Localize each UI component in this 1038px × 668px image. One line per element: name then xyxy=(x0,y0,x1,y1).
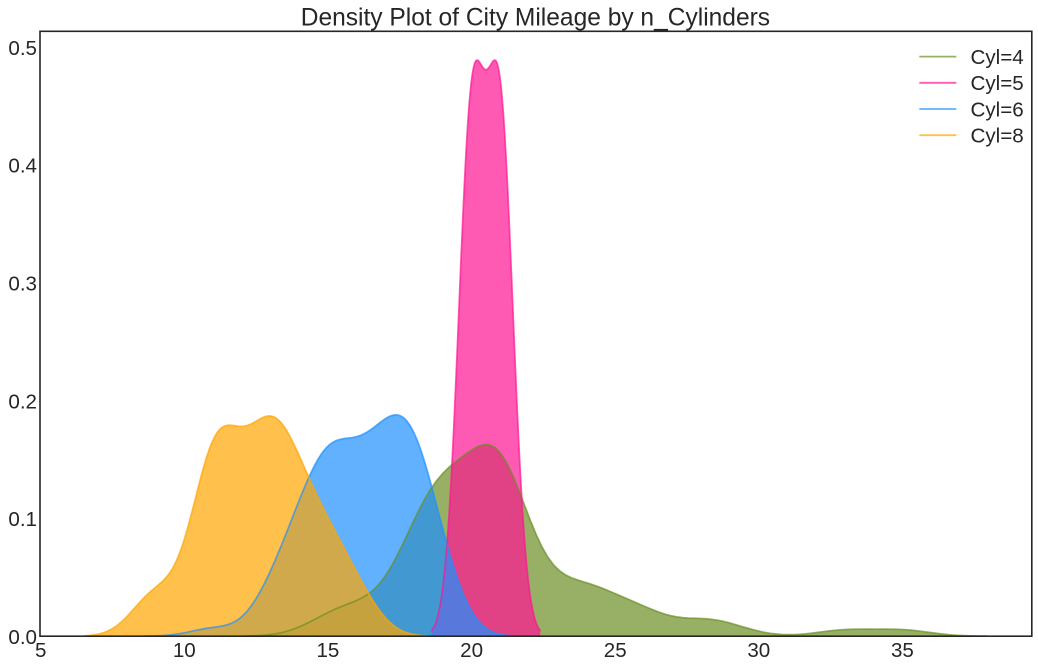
svg-text:15: 15 xyxy=(316,639,339,662)
svg-text:Density Plot of City Mileage b: Density Plot of City Mileage by n_Cylind… xyxy=(301,4,770,31)
svg-text:0.3: 0.3 xyxy=(8,273,37,296)
svg-text:25: 25 xyxy=(604,639,627,662)
svg-text:20: 20 xyxy=(460,639,483,662)
svg-text:0.2: 0.2 xyxy=(8,390,37,413)
svg-text:0.1: 0.1 xyxy=(8,508,37,531)
svg-text:Cyl=4: Cyl=4 xyxy=(971,46,1024,69)
svg-text:35: 35 xyxy=(891,639,914,662)
svg-text:5: 5 xyxy=(35,639,46,662)
svg-text:Cyl=5: Cyl=5 xyxy=(971,72,1024,95)
svg-text:0.5: 0.5 xyxy=(8,37,37,60)
svg-text:0.4: 0.4 xyxy=(8,155,37,178)
svg-text:0.0: 0.0 xyxy=(8,626,37,649)
svg-text:Cyl=8: Cyl=8 xyxy=(971,125,1024,148)
svg-text:10: 10 xyxy=(173,639,196,662)
svg-text:Cyl=6: Cyl=6 xyxy=(971,98,1024,121)
svg-text:30: 30 xyxy=(747,639,770,662)
